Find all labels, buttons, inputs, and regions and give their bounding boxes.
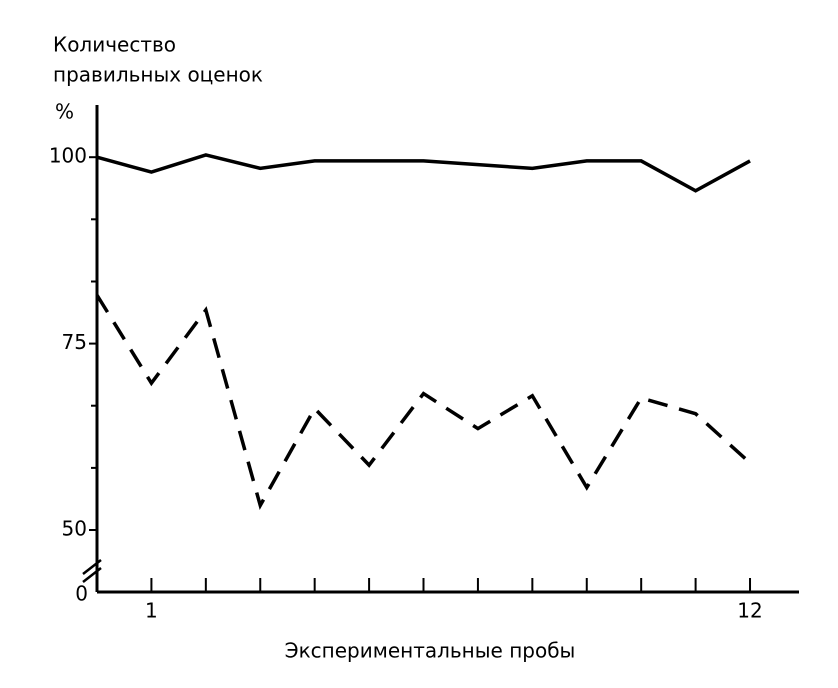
x-axis-label: Экспериментальные пробы bbox=[285, 639, 576, 663]
axis-break bbox=[82, 559, 102, 575]
y-tick-label: 100 bbox=[49, 144, 87, 168]
data-line bbox=[95, 294, 752, 510]
y-origin-label: 0 bbox=[75, 582, 88, 606]
x-tick-label: 12 bbox=[737, 599, 762, 623]
y-unit: % bbox=[55, 100, 74, 124]
y-tick-label: 75 bbox=[62, 330, 87, 354]
data-line bbox=[96, 153, 751, 193]
title-line: правильных оценок bbox=[53, 63, 263, 87]
x-tick-label: 1 bbox=[145, 599, 158, 623]
title-line: Количество bbox=[53, 33, 176, 57]
y-tick-label: 50 bbox=[62, 517, 87, 541]
axis-break bbox=[82, 567, 102, 583]
